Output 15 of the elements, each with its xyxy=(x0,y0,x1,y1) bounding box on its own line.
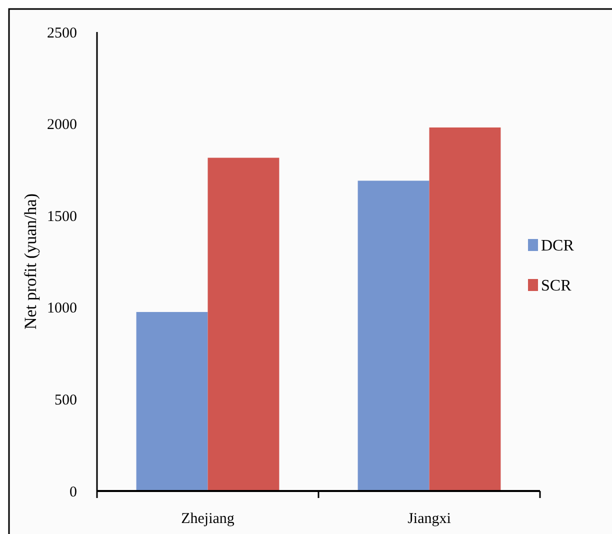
x-tick-label: Jiangxi xyxy=(408,511,451,527)
bar xyxy=(358,180,430,491)
bar xyxy=(429,127,501,491)
y-tick-label: 2500 xyxy=(47,25,77,42)
legend-label: SCR xyxy=(541,278,572,295)
bar xyxy=(208,158,280,491)
legend-label: DCR xyxy=(541,238,574,255)
y-tick-label: 1000 xyxy=(47,300,77,317)
y-axis-title: Net profit (yuan/ha) xyxy=(21,194,40,330)
y-tick-label: 0 xyxy=(70,484,77,500)
x-tick-label: Zhejiang xyxy=(181,511,235,527)
y-tick-label: 1500 xyxy=(47,208,77,225)
y-tick-label: 2000 xyxy=(47,117,77,134)
y-tick-label: 500 xyxy=(54,392,77,408)
bar xyxy=(136,312,208,491)
